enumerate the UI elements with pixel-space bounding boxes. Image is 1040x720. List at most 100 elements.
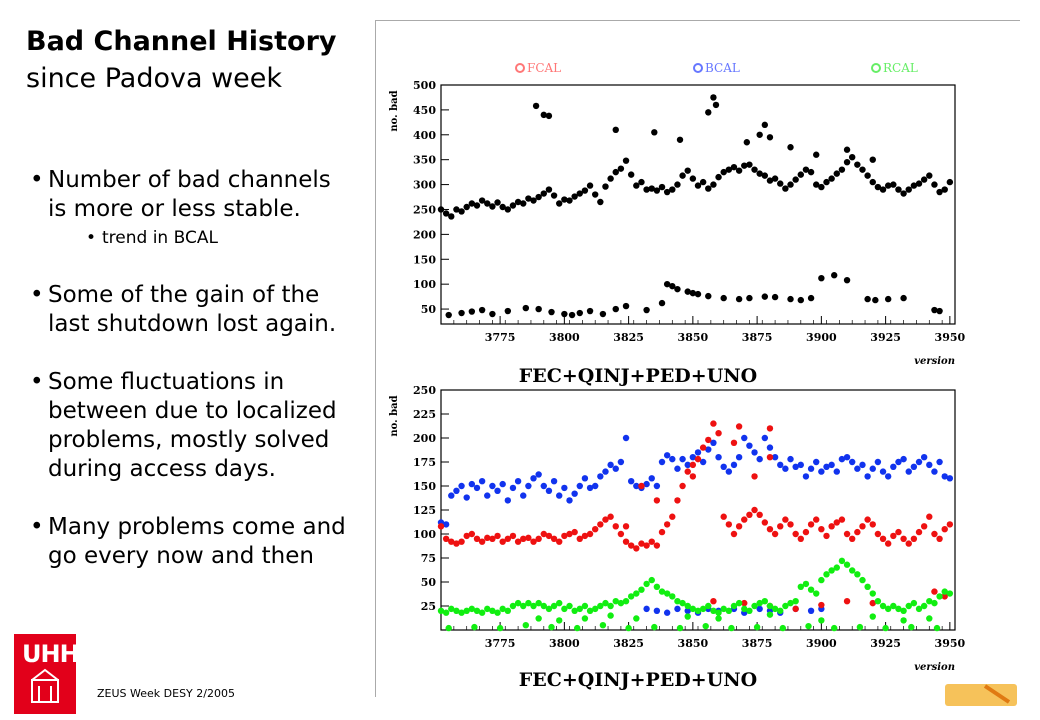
data-point — [489, 482, 496, 490]
data-point — [648, 475, 655, 482]
data-point — [599, 310, 607, 318]
data-point — [576, 605, 583, 613]
data-point — [807, 607, 815, 614]
data-point — [653, 607, 661, 614]
bullet-line: during access days. — [48, 456, 276, 482]
data-point — [771, 454, 779, 461]
data-point — [946, 521, 954, 528]
legend-marker — [693, 63, 703, 73]
data-point — [694, 607, 702, 614]
data-point — [694, 449, 702, 456]
data-point — [592, 526, 599, 533]
bullet-line: last shutdown lost again. — [48, 311, 337, 337]
data-point — [905, 468, 912, 475]
data-point — [468, 605, 476, 613]
data-point — [787, 455, 794, 463]
bullet-item: Some of the gain of the last shutdown lo… — [30, 281, 380, 339]
data-point — [843, 598, 851, 605]
data-point — [484, 492, 491, 499]
data-point — [905, 186, 912, 193]
data-point — [766, 425, 774, 432]
data-point — [746, 161, 753, 168]
data-point — [535, 193, 542, 201]
data-point — [771, 605, 779, 613]
data-point — [607, 461, 614, 469]
data-point — [468, 308, 476, 315]
data-point — [458, 309, 465, 317]
data-point — [797, 583, 804, 590]
data-point — [859, 576, 866, 584]
x-tick-label: 3925 — [870, 331, 901, 344]
data-point — [669, 282, 676, 290]
data-point — [651, 129, 658, 136]
data-point — [489, 535, 496, 542]
data-point — [715, 430, 722, 437]
data-point — [581, 475, 589, 482]
data-point — [849, 567, 856, 574]
data-point — [941, 526, 948, 533]
data-point — [663, 590, 671, 597]
data-point — [728, 624, 735, 632]
data-point — [612, 126, 619, 134]
x-tick-label: 3950 — [935, 637, 966, 650]
data-point — [448, 538, 455, 545]
data-point — [586, 530, 594, 538]
data-point — [463, 494, 470, 501]
data-point — [884, 182, 892, 189]
data-point — [787, 295, 794, 303]
data-point — [895, 605, 902, 613]
data-point — [874, 598, 882, 605]
data-point — [879, 468, 887, 475]
data-point — [643, 186, 650, 193]
data-point — [792, 176, 799, 183]
frame-top-rule — [375, 20, 1020, 21]
data-point — [597, 198, 604, 206]
data-point — [679, 455, 686, 463]
data-point — [550, 535, 558, 542]
data-point — [699, 444, 707, 451]
data-point — [535, 599, 542, 607]
data-point — [525, 534, 532, 542]
data-point — [520, 535, 527, 542]
data-point — [766, 134, 774, 141]
data-point — [638, 482, 645, 490]
data-point — [676, 136, 684, 143]
data-point — [453, 540, 460, 547]
data-point — [540, 190, 547, 197]
data-point — [833, 519, 840, 526]
data-point — [484, 605, 491, 613]
data-point — [627, 478, 635, 485]
data-point — [625, 624, 632, 632]
x-tick-label: 3825 — [613, 331, 644, 344]
data-point — [705, 109, 712, 116]
data-point — [566, 602, 573, 610]
university-logo: UHH — [14, 634, 80, 714]
data-point — [936, 188, 943, 196]
y-tick-label: 500 — [413, 79, 436, 92]
data-point — [869, 613, 876, 620]
data-point — [684, 607, 691, 614]
data-point — [571, 607, 578, 614]
data-point — [838, 557, 846, 565]
data-point — [463, 203, 470, 211]
data-point — [607, 602, 614, 610]
data-point — [831, 624, 838, 632]
data-point — [561, 196, 568, 203]
data-point — [550, 192, 558, 199]
data-point — [900, 455, 907, 463]
data-point — [859, 461, 866, 469]
data-point — [468, 200, 476, 207]
data-point — [571, 490, 578, 497]
data-point — [676, 624, 684, 632]
data-point — [674, 497, 681, 504]
data-point — [658, 183, 666, 191]
data-point — [530, 475, 537, 482]
data-point — [643, 480, 650, 488]
bullet-line: Many problems come and — [48, 514, 346, 540]
data-point — [751, 166, 758, 173]
data-point — [581, 187, 589, 194]
data-point — [743, 139, 751, 146]
data-point — [478, 306, 486, 314]
data-point — [807, 521, 815, 528]
data-point — [756, 131, 763, 138]
